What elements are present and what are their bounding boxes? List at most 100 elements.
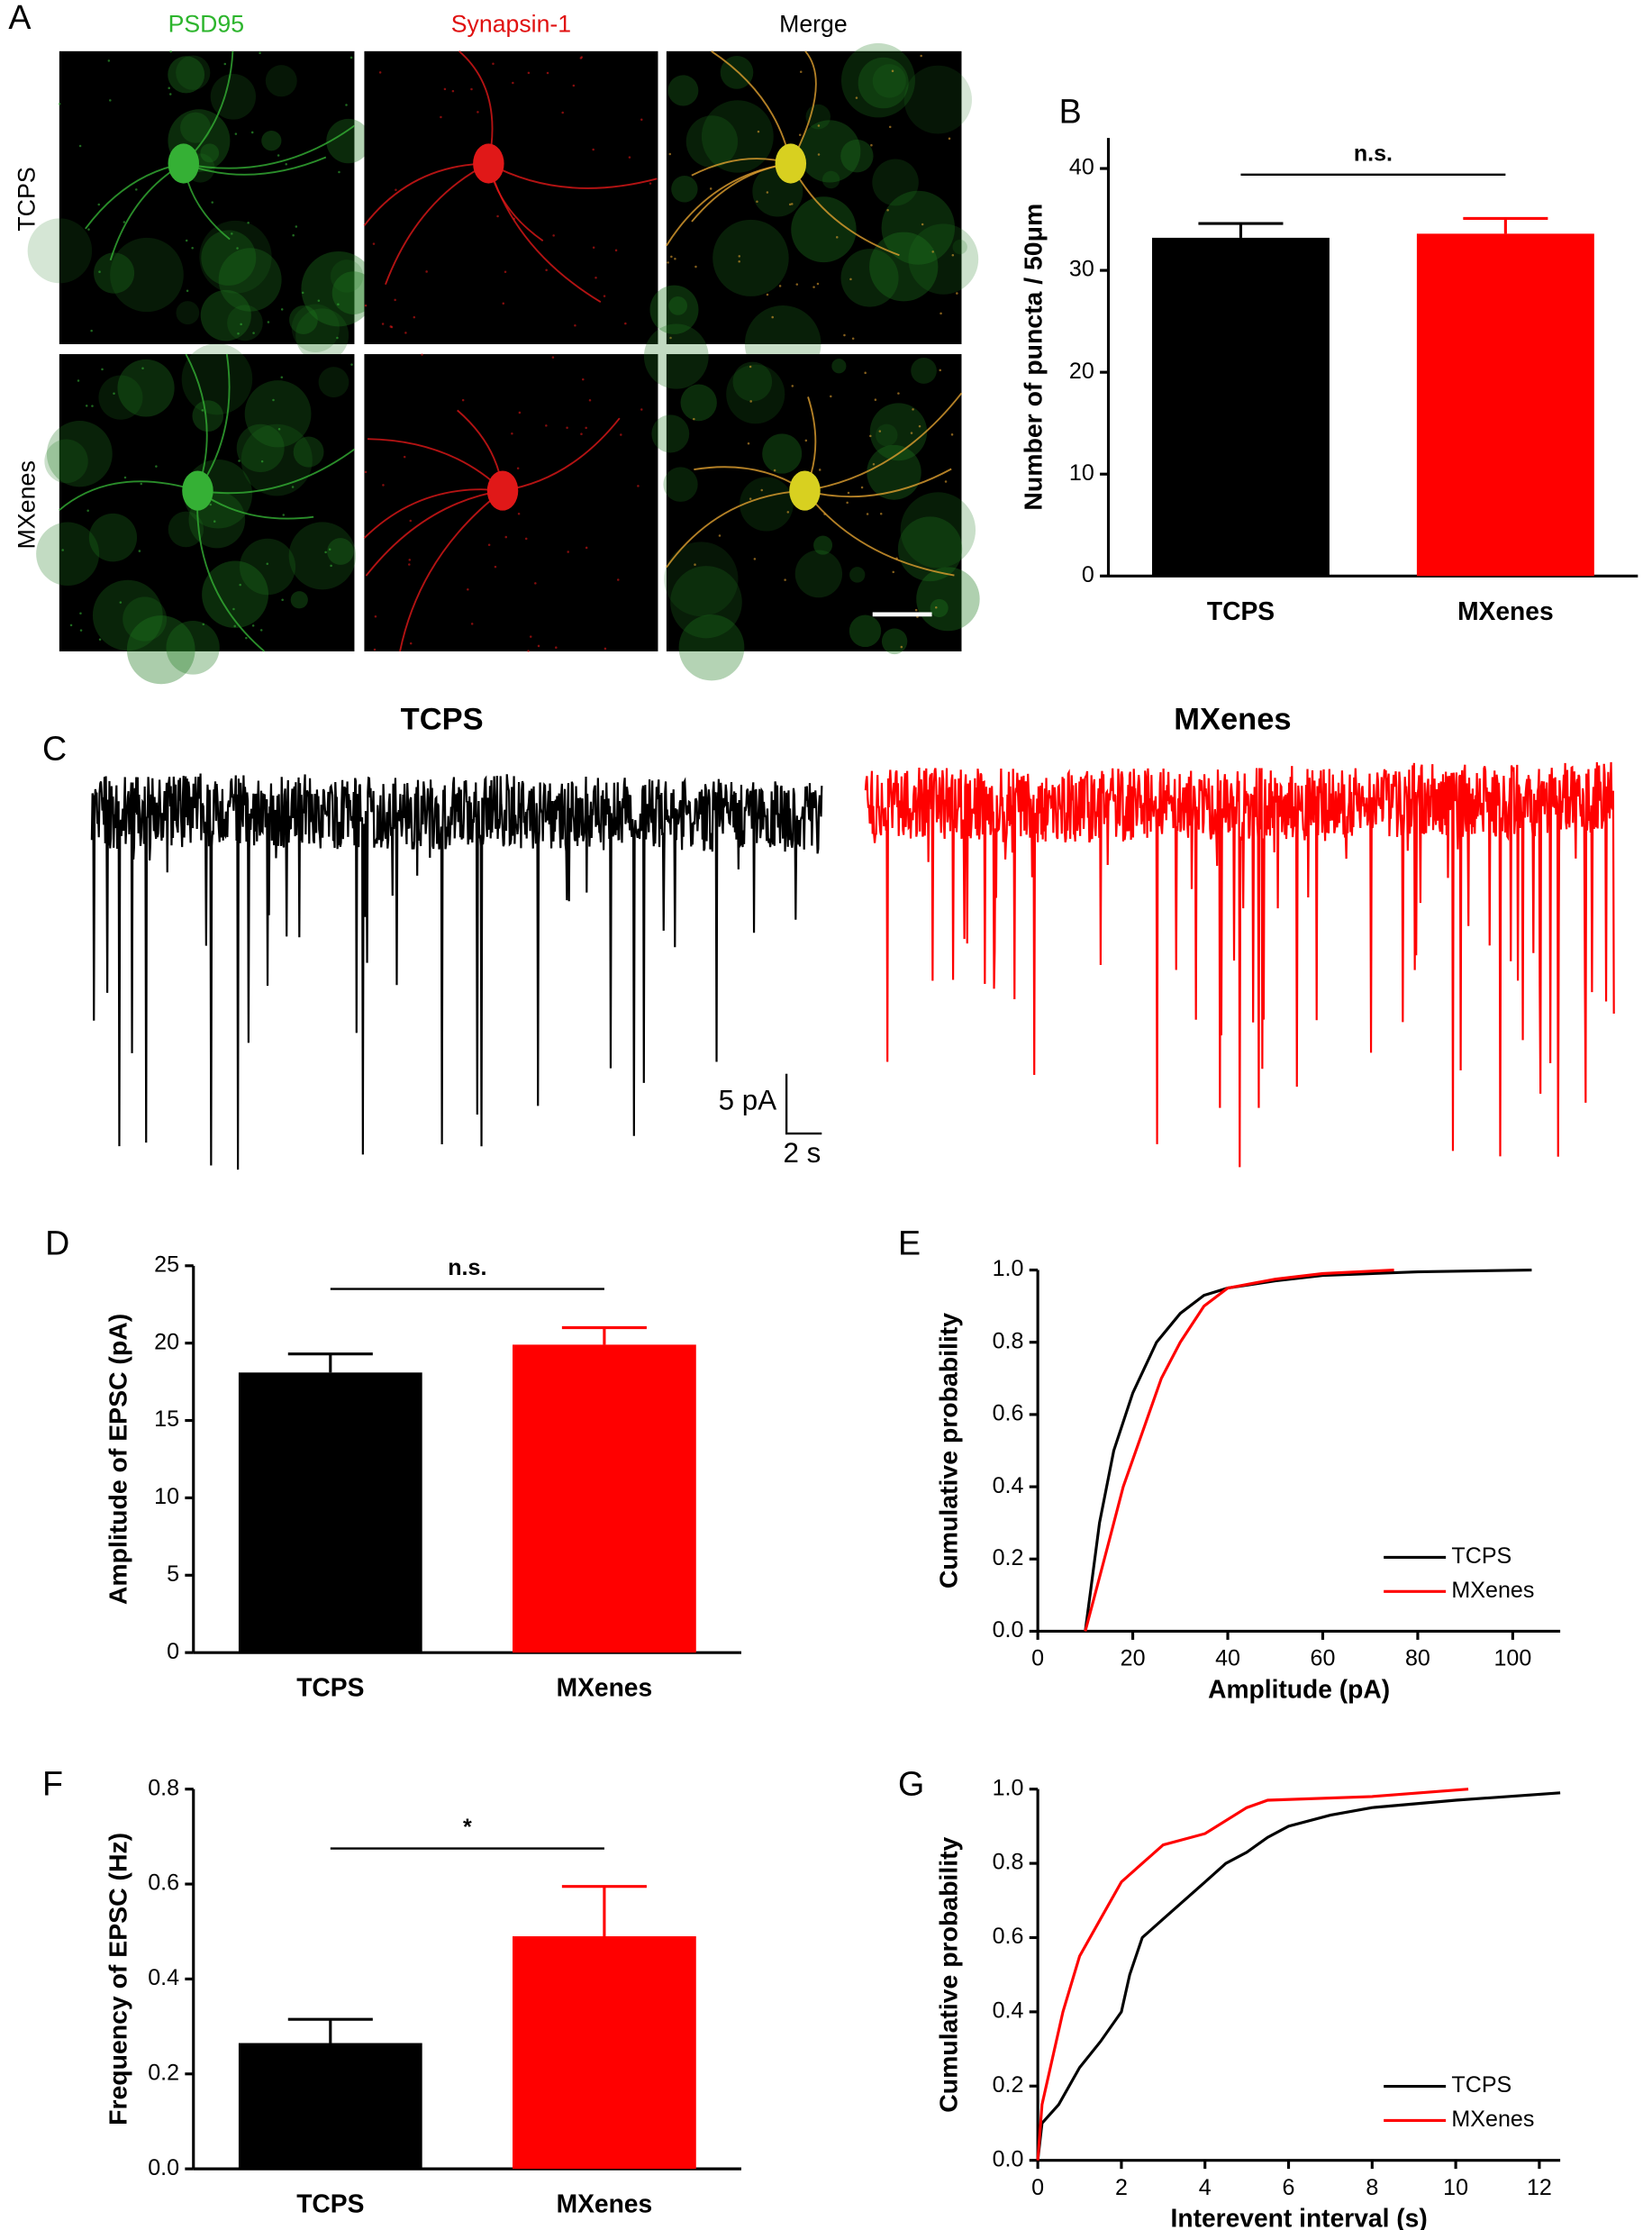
texture xyxy=(265,65,297,97)
puncta xyxy=(614,249,618,252)
puncta xyxy=(931,250,934,253)
x-tick-label: MXenes xyxy=(557,2189,653,2218)
y-tick-label: 20 xyxy=(1069,359,1094,384)
y-tick-label: 0.6 xyxy=(148,1870,179,1896)
texture xyxy=(291,304,340,353)
texture xyxy=(117,359,175,417)
puncta xyxy=(617,578,620,581)
puncta xyxy=(738,255,741,258)
texture xyxy=(192,400,224,432)
puncta xyxy=(79,629,83,632)
texture xyxy=(94,252,135,294)
puncta xyxy=(61,549,64,551)
puncta xyxy=(667,261,669,264)
puncta xyxy=(443,87,447,91)
texture xyxy=(831,359,847,374)
texture xyxy=(798,120,861,183)
puncta xyxy=(866,513,869,515)
puncta xyxy=(572,84,576,87)
y-tick-label: 0.8 xyxy=(148,1775,179,1800)
texture xyxy=(288,522,357,590)
texture xyxy=(290,591,308,609)
puncta xyxy=(878,430,882,432)
texture xyxy=(126,615,195,685)
puncta xyxy=(670,255,673,259)
bar xyxy=(513,1935,696,2170)
puncta xyxy=(281,598,284,602)
puncta xyxy=(951,253,955,257)
y-tick-label: 0.2 xyxy=(993,1545,1024,1570)
puncta xyxy=(113,392,115,395)
puncta xyxy=(201,409,204,412)
texture xyxy=(210,73,257,120)
puncta xyxy=(604,647,607,651)
puncta xyxy=(640,408,643,411)
texture xyxy=(911,358,937,384)
puncta xyxy=(773,469,776,472)
puncta xyxy=(766,293,769,296)
puncta xyxy=(390,325,394,329)
puncta xyxy=(823,513,826,515)
significance-label: * xyxy=(463,1815,472,1840)
puncta xyxy=(567,551,569,553)
puncta xyxy=(285,163,287,166)
texture xyxy=(166,620,220,675)
row-label: TCPS xyxy=(13,167,40,232)
puncta xyxy=(524,537,528,541)
puncta xyxy=(345,104,348,106)
puncta xyxy=(185,239,188,242)
puncta xyxy=(168,86,170,89)
puncta xyxy=(592,148,595,151)
y-axis-label: Frequency of EPSC (Hz) xyxy=(104,1833,132,2125)
panel-label: A xyxy=(8,0,32,36)
dendrite xyxy=(59,480,198,511)
puncta xyxy=(378,71,382,74)
puncta xyxy=(421,353,423,356)
puncta xyxy=(799,70,803,73)
puncta xyxy=(566,426,568,430)
puncta xyxy=(836,236,839,239)
puncta xyxy=(855,96,858,99)
puncta xyxy=(939,369,942,372)
column-header: Synapsin-1 xyxy=(451,10,571,37)
puncta xyxy=(350,363,353,366)
y-tick-label: 0.0 xyxy=(148,2155,179,2180)
significance-label: n.s. xyxy=(1354,141,1393,166)
texture xyxy=(301,250,377,327)
puncta xyxy=(282,514,286,516)
texture xyxy=(663,467,698,502)
puncta xyxy=(250,131,254,134)
puncta xyxy=(574,323,576,327)
puncta xyxy=(545,269,548,271)
y-tick-label: 1.0 xyxy=(993,1256,1024,1281)
texture xyxy=(289,305,318,334)
dendrite xyxy=(197,448,355,495)
x-tick-label: 80 xyxy=(1405,1646,1430,1671)
y-tick-label: 0.8 xyxy=(993,1850,1024,1875)
micrographs xyxy=(27,42,980,685)
texture xyxy=(649,285,699,334)
dendrite xyxy=(804,468,952,498)
puncta xyxy=(267,321,270,323)
y-axis-label: Cumulative probability xyxy=(933,1836,962,2112)
puncta xyxy=(879,512,883,515)
puncta xyxy=(674,257,676,260)
y-tick-label: 0.8 xyxy=(993,1328,1024,1353)
puncta xyxy=(85,405,88,407)
texture xyxy=(668,296,687,315)
texture xyxy=(903,65,973,134)
puncta xyxy=(847,491,850,495)
puncta xyxy=(266,562,269,566)
x-tick-label: 2 xyxy=(1115,2175,1128,2200)
puncta xyxy=(786,511,790,514)
texture xyxy=(168,511,204,548)
dendrite xyxy=(804,392,963,492)
texture xyxy=(181,343,253,415)
row-label: MXenes xyxy=(13,460,40,549)
puncta xyxy=(920,54,922,58)
puncta xyxy=(233,624,236,628)
puncta xyxy=(236,247,239,250)
panel-label: D xyxy=(45,1224,69,1262)
texture xyxy=(858,57,909,109)
puncta xyxy=(135,188,138,191)
